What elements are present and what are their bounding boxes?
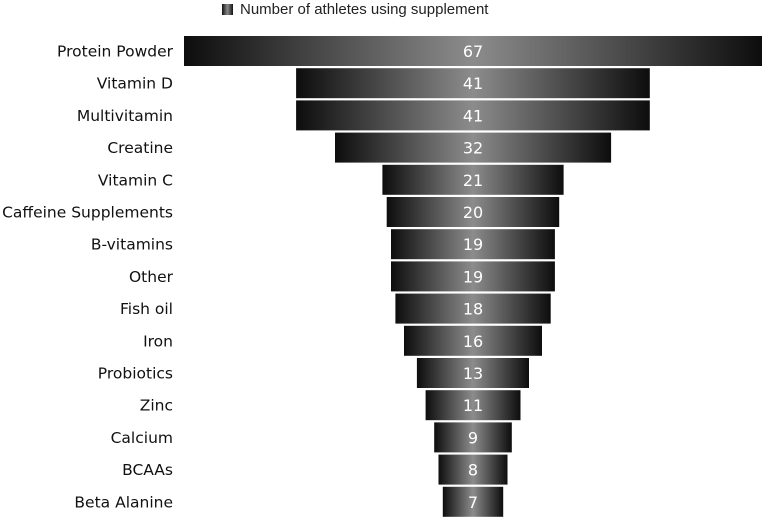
category-label: BCAAs bbox=[122, 461, 173, 479]
bar-calcium bbox=[434, 422, 512, 453]
bar-creatine bbox=[335, 132, 612, 163]
value-label: 16 bbox=[463, 332, 483, 351]
value-label: 20 bbox=[463, 203, 483, 222]
legend-swatch bbox=[222, 3, 233, 15]
category-label: Zinc bbox=[140, 397, 173, 415]
value-label: 13 bbox=[463, 364, 483, 383]
category-label: Iron bbox=[143, 332, 173, 350]
category-label: Fish oil bbox=[120, 300, 173, 318]
value-label: 8 bbox=[468, 461, 478, 480]
bar-protein-powder bbox=[184, 36, 762, 66]
bars-layer: Protein Powder 67 Vitamin D 41 Multivitamin 4… bbox=[2, 36, 762, 517]
category-label: Protein Powder bbox=[57, 43, 174, 61]
category-label: Vitamin C bbox=[98, 171, 173, 189]
bar-probiotics bbox=[416, 358, 529, 388]
value-label: 19 bbox=[463, 235, 483, 254]
bar-vitamin-c bbox=[382, 164, 564, 195]
value-label: 67 bbox=[463, 42, 483, 61]
value-label: 11 bbox=[463, 396, 483, 415]
bar-bcaas bbox=[438, 454, 508, 485]
value-label: 9 bbox=[468, 428, 478, 447]
category-label: Multivitamin bbox=[77, 107, 173, 125]
category-label: B-vitamins bbox=[91, 236, 173, 254]
category-label: Vitamin D bbox=[97, 75, 173, 93]
chart-legend: Number of athletes using supplement bbox=[222, 0, 488, 18]
category-label: Probiotics bbox=[98, 365, 173, 383]
bar-beta-alanine bbox=[442, 486, 504, 517]
bar-iron bbox=[404, 325, 542, 356]
legend-label: Number of athletes using supplement bbox=[240, 0, 489, 18]
value-label: 41 bbox=[463, 106, 483, 125]
value-label: 21 bbox=[463, 171, 483, 190]
bar-fish-oil bbox=[395, 293, 551, 324]
category-label: Other bbox=[129, 268, 174, 286]
value-label: 18 bbox=[463, 300, 483, 319]
bar-other bbox=[391, 261, 555, 292]
bar-caffeine-supplements bbox=[386, 197, 560, 227]
value-label: 41 bbox=[463, 74, 483, 93]
bar-b-vitamins bbox=[391, 229, 555, 260]
value-label: 7 bbox=[468, 493, 478, 512]
bar-zinc bbox=[425, 390, 521, 421]
value-label: 32 bbox=[463, 139, 483, 158]
bar-vitamin-d bbox=[296, 68, 650, 99]
category-label: Calcium bbox=[111, 429, 173, 447]
category-label: Creatine bbox=[107, 139, 173, 157]
bar-multivitamin bbox=[296, 100, 650, 131]
category-label: Caffeine Supplements bbox=[2, 204, 173, 222]
value-label: 19 bbox=[463, 267, 483, 286]
category-label: Beta Alanine bbox=[74, 493, 173, 511]
